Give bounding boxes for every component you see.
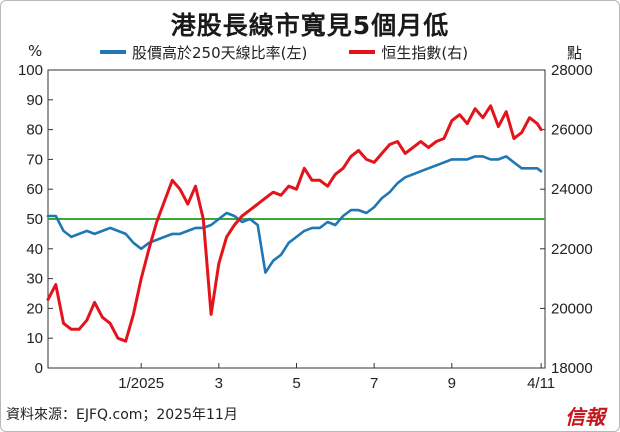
x-tick-label: 4/11 <box>527 375 555 392</box>
chart-title: 港股長線市寬見5個月低 <box>170 11 450 40</box>
y-left-tick-label: 40 <box>26 241 43 258</box>
y-left-tick-label: 70 <box>26 151 43 168</box>
y-right-tick-label: 28000 <box>551 62 593 79</box>
series-line-breadth <box>46 155 543 274</box>
y-left-tick-label: 90 <box>26 92 43 109</box>
y-right-tick-label: 18000 <box>551 360 593 377</box>
y-left-tick-label: 60 <box>26 181 43 198</box>
y-left-tick-label: 50 <box>26 211 43 228</box>
series-line-hsi <box>46 104 543 343</box>
x-tick-label: 1/2025 <box>118 375 164 392</box>
y-right-tick-label: 22000 <box>551 241 593 258</box>
x-tick-label: 5 <box>292 375 300 392</box>
legend-item-breadth: 股價高於250天線比率(左) <box>100 42 307 63</box>
right-axis-unit: 點 <box>567 44 583 62</box>
y-left-tick-label: 80 <box>26 122 43 139</box>
legend-label-breadth: 股價高於250天線比率(左) <box>132 43 308 62</box>
legend-item-hsi: 恒生指數(右) <box>349 42 468 63</box>
y-right-tick-label: 24000 <box>551 181 593 198</box>
left-axis-unit: % <box>28 42 43 60</box>
publisher-logo: 信報 <box>565 405 605 429</box>
y-left-tick-label: 100 <box>18 62 43 79</box>
y-right-tick-label: 26000 <box>551 122 593 139</box>
y-left-tick-label: 20 <box>26 300 43 317</box>
legend-swatch-breadth <box>100 50 126 54</box>
legend-label-hsi: 恒生指數(右) <box>381 43 469 62</box>
legend: 股價高於250天線比率(左) 恒生指數(右) <box>100 42 510 62</box>
legend-swatch-hsi <box>349 50 376 54</box>
x-tick-label: 7 <box>370 375 378 392</box>
y-left-tick-label: 10 <box>26 330 43 347</box>
source-note: 資料來源：EJFQ.com；2025年11月 <box>6 407 238 423</box>
x-tick-label: 9 <box>448 375 456 392</box>
y-right-tick-label: 20000 <box>551 300 593 317</box>
y-left-tick-label: 0 <box>35 360 43 377</box>
x-tick-label: 3 <box>215 375 223 392</box>
y-left-tick-label: 30 <box>26 271 43 288</box>
